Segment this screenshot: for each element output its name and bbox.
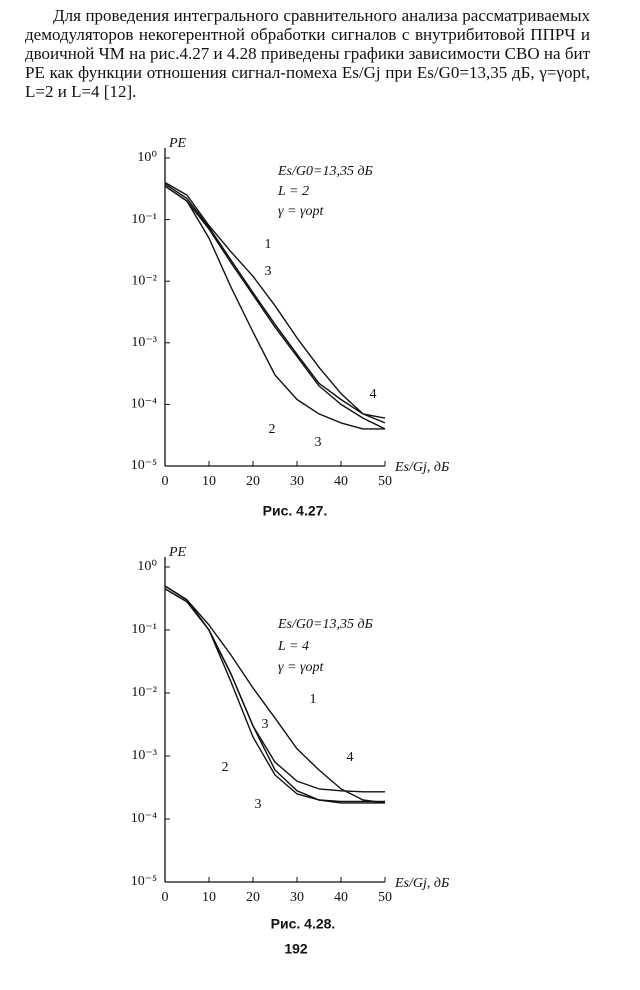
x-tick-label: 40	[334, 474, 348, 489]
y-axis-label: PE	[168, 136, 187, 151]
annotation: L = 4	[277, 639, 309, 654]
annotation: γ = γopt	[278, 204, 324, 219]
curve	[164, 185, 386, 430]
annotation: Es/G0=13,35 дБ	[277, 617, 373, 632]
curve-label: 3	[255, 797, 262, 812]
annotation: L = 2	[277, 184, 309, 199]
x-tick-label: 30	[290, 474, 304, 489]
y-tick-label: 10⁻⁵	[131, 874, 157, 889]
y-tick-label: 10⁻⁵	[131, 458, 157, 473]
curve-label: 4	[370, 387, 377, 402]
curve-label: 2	[269, 422, 276, 437]
y-tick-label: 10⁻²	[131, 685, 157, 700]
annotation: γ = γopt	[278, 660, 324, 675]
curve-label: 4	[347, 750, 354, 765]
y-tick-label: 10⁻³	[131, 748, 157, 763]
x-tick-label: 0	[162, 474, 169, 489]
x-tick-label: 10	[202, 474, 216, 489]
y-tick-label: 10⁻¹	[131, 212, 157, 227]
curve-label: 1	[310, 692, 317, 707]
x-tick-label: 50	[378, 890, 392, 905]
x-tick-label: 30	[290, 890, 304, 905]
y-tick-label: 10⁰	[137, 559, 157, 574]
curve-label: 1	[265, 237, 272, 252]
curve	[164, 181, 386, 424]
y-tick-label: 10⁻²	[131, 273, 157, 288]
y-tick-label: 10⁻¹	[131, 622, 157, 637]
curve	[164, 183, 386, 419]
x-tick-label: 0	[162, 890, 169, 905]
curve	[164, 588, 385, 793]
x-tick-label: 50	[378, 474, 392, 489]
y-tick-label: 10⁻⁴	[131, 397, 157, 412]
x-tick-label: 20	[246, 474, 260, 489]
curve-label: 3	[315, 435, 322, 450]
x-tick-label: 20	[246, 890, 260, 905]
y-axis-label: PE	[168, 545, 187, 560]
curve-label: 3	[265, 264, 272, 279]
caption: Рис. 4.27.	[263, 503, 328, 519]
y-tick-label: 10⁻⁴	[131, 811, 157, 826]
caption: Рис. 4.28.	[271, 916, 336, 932]
page-number: 192	[284, 941, 308, 957]
y-tick-label: 10⁻³	[131, 335, 157, 350]
x-tick-label: 10	[202, 890, 216, 905]
curve-label: 2	[222, 760, 229, 775]
annotation: Es/G0=13,35 дБ	[277, 164, 373, 179]
curve	[164, 585, 386, 804]
y-tick-label: 10⁰	[137, 150, 157, 165]
curve	[164, 185, 385, 430]
curve-label: 3	[262, 717, 269, 732]
x-tick-label: 40	[334, 890, 348, 905]
paragraph: Для проведения интегрального сравнительн…	[25, 6, 590, 101]
x-axis-label: Es/Gj, дБ	[394, 876, 449, 891]
x-axis-label: Es/Gj, дБ	[394, 460, 449, 475]
